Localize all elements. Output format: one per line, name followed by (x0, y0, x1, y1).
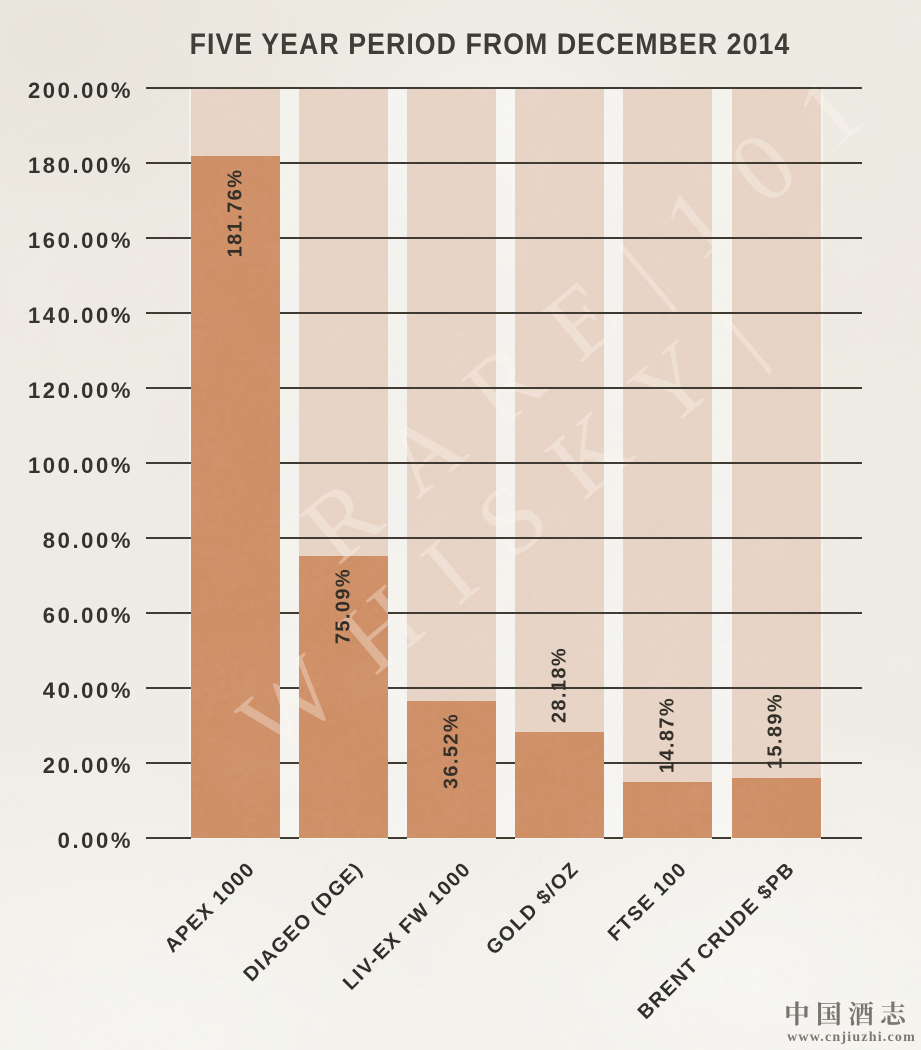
bar-value-label: 75.09% (332, 568, 355, 645)
site-name-glyph (881, 1001, 906, 1025)
gridline (146, 161, 191, 164)
gridline (712, 837, 732, 839)
gridline (146, 611, 191, 614)
gridline (280, 837, 300, 839)
bar-value-label: 15.89% (764, 693, 787, 770)
y-axis-label: 140.00% (27, 302, 133, 328)
site-watermark: 中国酒志网 www.cnjiuzhi.com (784, 1001, 916, 1046)
gridline (146, 461, 191, 464)
gridline (146, 236, 191, 239)
y-axis-label: 80.00% (42, 527, 133, 553)
bar-value-label: 36.52% (440, 713, 463, 790)
gridline (604, 837, 624, 839)
gridline (820, 837, 862, 839)
y-axis-label: 40.00% (42, 677, 133, 703)
gridline (388, 837, 408, 839)
gridline (146, 386, 191, 389)
bar-ftse-100 (623, 782, 713, 838)
y-axis-label: 0.00% (57, 828, 133, 853)
gridline (146, 686, 191, 689)
y-axis-label: 100.00% (27, 452, 133, 478)
bar-value-label: 28.18% (548, 647, 571, 724)
gridline (146, 311, 191, 314)
gridline (280, 686, 300, 689)
gridline (146, 761, 191, 764)
gridline (280, 536, 862, 539)
bar-gold-oz (515, 732, 605, 838)
gridline (388, 686, 862, 689)
gridline (388, 761, 408, 764)
y-axis-label: 120.00% (27, 377, 133, 403)
gridline (496, 837, 516, 839)
chart-title: FIVE YEAR PERIOD FROM DECEMBER 2014 (189, 28, 791, 61)
site-name-glyph (818, 1001, 841, 1026)
gridline (496, 761, 516, 764)
bar-value-label: 14.87% (656, 696, 679, 774)
gridline (280, 236, 862, 239)
bar-value-label: 181.76% (224, 168, 246, 257)
gridline (280, 761, 300, 764)
gridline (280, 611, 300, 614)
gridline (146, 837, 191, 839)
y-axis-label: 180.00% (27, 152, 133, 178)
site-name-glyph (848, 1001, 874, 1026)
site-name-cjk (786, 1001, 906, 1026)
y-axis-label: 20.00% (42, 752, 133, 778)
gridline (280, 461, 862, 464)
gridline (604, 761, 862, 764)
y-axis-label: 60.00% (42, 602, 133, 628)
gridline (388, 611, 862, 614)
y-axis-label: 200.00% (27, 77, 133, 103)
site-name-glyph (786, 1001, 809, 1026)
gridline (280, 386, 862, 389)
gridline (280, 161, 862, 164)
y-axis-label: 160.00% (27, 227, 133, 253)
bar-brent-crude-pb (731, 778, 821, 838)
gridline (280, 311, 862, 314)
gridline (146, 86, 862, 89)
gridline (146, 536, 191, 539)
site-url: www.cnjiuzhi.com (787, 1030, 916, 1045)
